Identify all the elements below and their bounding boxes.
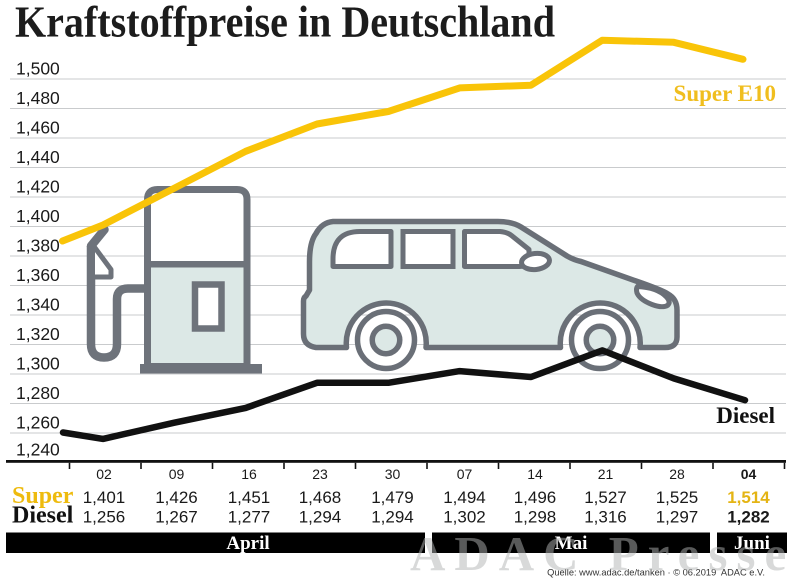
- svg-text:1,300: 1,300: [16, 354, 60, 374]
- svg-text:1,494: 1,494: [443, 488, 486, 507]
- svg-text:04: 04: [741, 466, 757, 482]
- svg-text:09: 09: [169, 466, 185, 482]
- svg-text:1,294: 1,294: [371, 508, 414, 527]
- svg-text:1,360: 1,360: [16, 265, 60, 285]
- svg-text:Mai: Mai: [555, 533, 588, 554]
- svg-text:Diesel: Diesel: [12, 503, 74, 529]
- svg-text:1,340: 1,340: [16, 295, 60, 315]
- svg-text:Super: Super: [12, 483, 74, 509]
- svg-text:Juni: Juni: [734, 533, 770, 554]
- svg-text:1,468: 1,468: [299, 488, 342, 507]
- svg-text:1,451: 1,451: [228, 488, 271, 507]
- svg-text:1,267: 1,267: [155, 508, 198, 527]
- svg-text:1,527: 1,527: [584, 488, 627, 507]
- svg-text:1,460: 1,460: [16, 118, 60, 138]
- svg-text:Diesel: Diesel: [716, 403, 775, 428]
- svg-text:1,420: 1,420: [16, 177, 60, 197]
- svg-text:April: April: [226, 533, 269, 554]
- svg-text:1,260: 1,260: [16, 413, 60, 433]
- svg-text:1,400: 1,400: [16, 206, 60, 226]
- svg-text:14: 14: [527, 466, 543, 482]
- svg-text:28: 28: [669, 466, 685, 482]
- svg-text:07: 07: [457, 466, 473, 482]
- svg-text:1,500: 1,500: [16, 59, 60, 79]
- svg-text:1,514: 1,514: [727, 488, 770, 507]
- svg-text:1,298: 1,298: [514, 508, 557, 527]
- svg-text:1,426: 1,426: [155, 488, 198, 507]
- svg-text:1,479: 1,479: [371, 488, 414, 507]
- svg-text:23: 23: [312, 466, 328, 482]
- svg-text:1,280: 1,280: [16, 383, 60, 403]
- svg-text:1,294: 1,294: [299, 508, 342, 527]
- svg-text:1,282: 1,282: [727, 508, 770, 527]
- svg-text:1,297: 1,297: [656, 508, 699, 527]
- svg-text:Quelle: www.adac.de/tanken · ©: Quelle: www.adac.de/tanken · © 06.2019 A…: [547, 568, 765, 578]
- svg-text:1,525: 1,525: [656, 488, 699, 507]
- svg-text:1,240: 1,240: [16, 440, 60, 460]
- svg-text:30: 30: [385, 466, 401, 482]
- svg-text:Kraftstoffpreise in Deutschlan: Kraftstoffpreise in Deutschland: [15, 0, 555, 47]
- svg-text:ADAC Presse: ADAC Presse: [410, 526, 795, 581]
- svg-text:Super E10: Super E10: [674, 81, 776, 106]
- svg-text:1,440: 1,440: [16, 147, 60, 167]
- svg-text:16: 16: [241, 466, 257, 482]
- svg-text:21: 21: [598, 466, 614, 482]
- svg-text:1,256: 1,256: [83, 508, 126, 527]
- svg-text:1,277: 1,277: [228, 508, 271, 527]
- svg-text:1,302: 1,302: [443, 508, 486, 527]
- svg-text:1,401: 1,401: [83, 488, 126, 507]
- svg-text:1,316: 1,316: [584, 508, 627, 527]
- svg-text:02: 02: [96, 466, 112, 482]
- svg-text:1,496: 1,496: [514, 488, 557, 507]
- svg-text:1,380: 1,380: [16, 236, 60, 256]
- svg-text:1,480: 1,480: [16, 88, 60, 108]
- svg-text:1,320: 1,320: [16, 324, 60, 344]
